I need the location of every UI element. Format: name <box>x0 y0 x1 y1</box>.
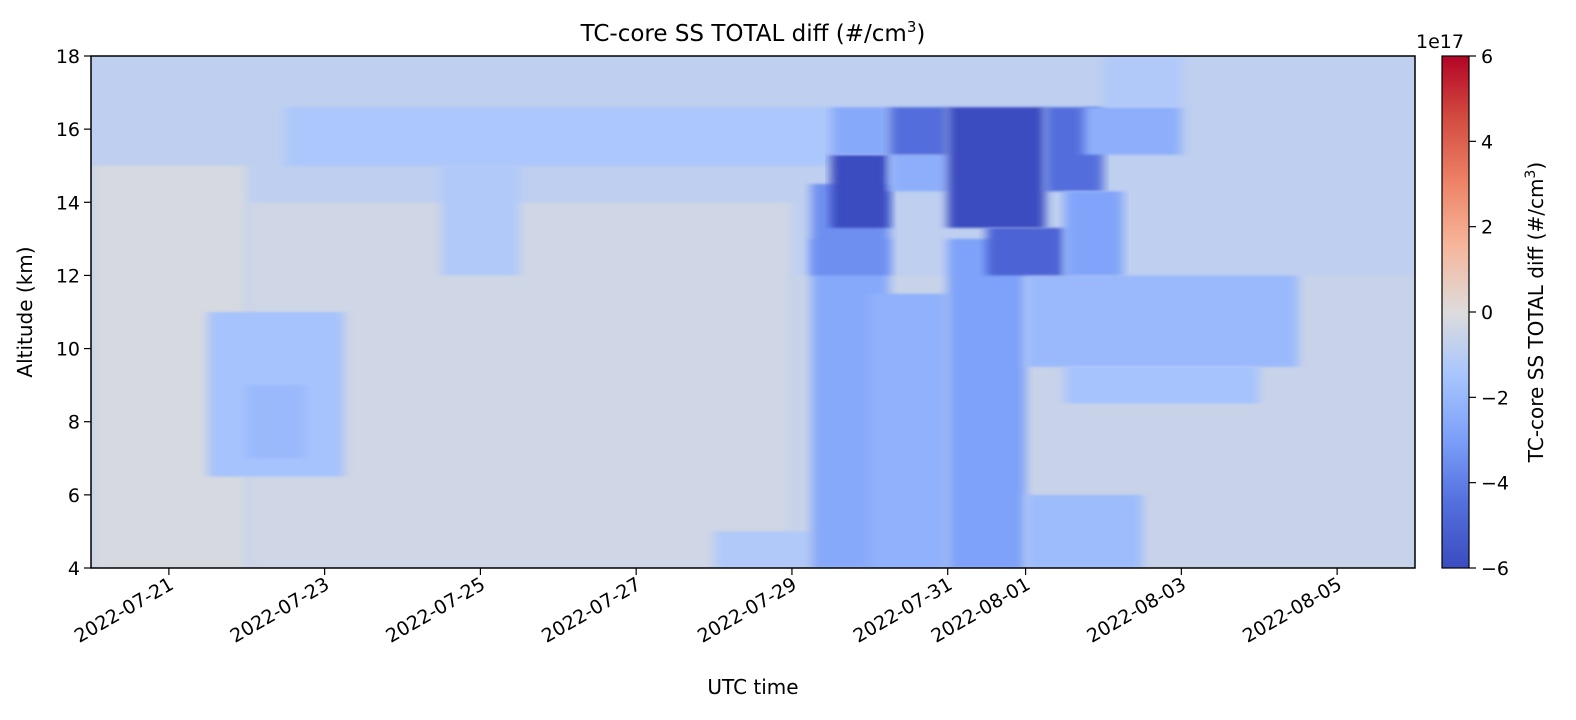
x-tick-label: 2022-08-05 <box>1239 573 1346 647</box>
heatmap-cell <box>869 293 948 568</box>
colorbar-label-superscript: 3 <box>1523 170 1539 179</box>
y-tick-label: 14 <box>56 192 80 214</box>
x-tick-label: 2022-07-27 <box>538 573 645 647</box>
heatmap-cells <box>91 56 1415 568</box>
colorbar-ticks: 6 4 2 0 −2 −4 −6 <box>1469 46 1509 580</box>
colorbar-tick-label: −2 <box>1481 387 1509 409</box>
x-axis-ticks: 2022-07-21 2022-07-23 2022-07-25 2022-07-27… <box>71 568 1346 648</box>
colorbar-tick-label: 6 <box>1481 46 1493 68</box>
chart-title-superscript: 3 <box>907 18 917 36</box>
y-axis-label: Altitude (km) <box>13 246 37 377</box>
y-tick-label: 4 <box>68 558 80 580</box>
x-tick-label: 2022-07-23 <box>227 573 334 647</box>
heatmap-cell <box>830 154 890 228</box>
x-tick-label: 2022-07-25 <box>382 573 489 647</box>
heatmap-cell <box>1084 107 1182 155</box>
heatmap-cell <box>889 154 948 192</box>
y-tick-label: 6 <box>68 485 80 507</box>
chart-title: TC-core SS TOTAL diff (#/cm3) <box>580 18 926 47</box>
chart-title-main: TC-core SS TOTAL diff (#/cm <box>580 21 907 47</box>
heatmap-cell <box>889 107 948 155</box>
heatmap-cell <box>1025 494 1143 568</box>
heatmap-cell <box>1064 366 1260 404</box>
x-tick-label: 2022-08-03 <box>1083 573 1190 647</box>
heatmap-cell <box>947 238 1026 568</box>
plot-frame <box>90 55 1416 569</box>
heatmap-cell <box>246 385 306 459</box>
colorbar-label-closing: ) <box>1524 162 1548 170</box>
x-axis-label: UTC time <box>707 675 798 699</box>
heatmap-cell <box>1103 56 1182 108</box>
colorbar <box>1441 55 1470 569</box>
colorbar-tick-label: 2 <box>1481 217 1493 239</box>
y-tick-label: 18 <box>56 46 80 68</box>
x-tick-label: 2022-07-29 <box>694 573 801 647</box>
heatmap-cell <box>830 107 890 155</box>
y-tick-label: 10 <box>56 339 80 361</box>
colorbar-tick-label: 0 <box>1481 302 1493 324</box>
heatmap-cell <box>1025 275 1299 367</box>
heatmap-cell <box>285 107 831 166</box>
colorbar-tick-label: −4 <box>1481 473 1509 495</box>
y-tick-label: 16 <box>56 119 80 141</box>
y-axis-ticks: 4 6 8 10 12 14 16 18 <box>56 46 91 580</box>
heatmap-cell <box>986 227 1065 276</box>
y-tick-label: 12 <box>56 265 80 287</box>
colorbar-tick-label: −6 <box>1481 558 1509 580</box>
heatmap-cell <box>441 165 520 276</box>
colorbar-offset-text: 1e17 <box>1416 31 1464 53</box>
x-tick-label: 2022-07-21 <box>71 573 178 647</box>
chart-title-closing: ) <box>916 21 925 47</box>
heatmap-cell <box>714 531 812 568</box>
heatmap-cell <box>947 107 1046 228</box>
colorbar-tick-label: 4 <box>1481 131 1493 153</box>
colorbar-label: TC-core SS TOTAL diff (#/cm3) <box>1523 162 1548 463</box>
colorbar-label-main: TC-core SS TOTAL diff (#/cm <box>1524 179 1548 464</box>
heatmap-cell <box>1064 191 1123 276</box>
y-tick-label: 8 <box>68 412 80 434</box>
